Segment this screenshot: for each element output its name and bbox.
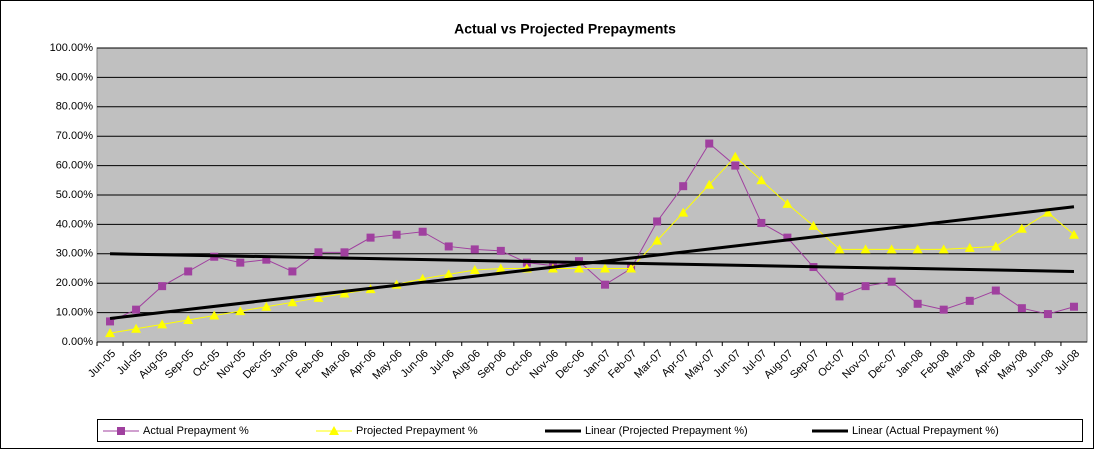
marker xyxy=(938,244,949,254)
marker xyxy=(184,267,193,276)
marker xyxy=(652,235,663,245)
marker xyxy=(887,277,896,286)
series-line xyxy=(109,156,1075,334)
marker xyxy=(261,301,272,311)
y-tick-label: 80.00% xyxy=(56,101,94,113)
marker xyxy=(757,218,766,227)
marker xyxy=(601,280,610,289)
marker xyxy=(991,286,1000,295)
marker xyxy=(443,269,454,279)
y-tick-label: 50.00% xyxy=(56,189,94,201)
marker xyxy=(731,161,740,170)
marker xyxy=(860,244,871,254)
marker xyxy=(157,319,168,329)
marker xyxy=(209,310,220,320)
marker xyxy=(105,328,116,338)
marker xyxy=(132,305,141,314)
trendline xyxy=(109,252,1075,273)
marker xyxy=(1017,304,1026,313)
marker xyxy=(886,244,897,254)
marker xyxy=(1042,207,1053,217)
marker xyxy=(1016,223,1027,233)
legend-label: Actual Prepayment % xyxy=(143,425,249,437)
marker xyxy=(990,241,1001,251)
marker xyxy=(913,299,922,308)
marker xyxy=(495,263,506,273)
marker xyxy=(782,198,793,208)
marker xyxy=(678,207,689,217)
marker xyxy=(835,292,844,301)
y-tick-label: 20.00% xyxy=(56,277,94,289)
marker xyxy=(288,267,297,276)
marker xyxy=(339,288,350,298)
y-tick-label: 60.00% xyxy=(56,160,94,172)
legend-box xyxy=(97,419,1083,442)
legend-label: Projected Prepayment % xyxy=(356,425,478,437)
marker xyxy=(1069,302,1078,311)
legend-label: Linear (Projected Prepayment %) xyxy=(585,425,748,437)
marker xyxy=(730,151,741,161)
marker xyxy=(653,217,662,226)
marker xyxy=(834,244,845,254)
marker xyxy=(418,227,427,236)
marker xyxy=(912,244,923,254)
marker xyxy=(808,220,819,230)
marker xyxy=(366,233,375,242)
marker xyxy=(1043,310,1052,319)
legend-marker xyxy=(329,426,339,435)
marker xyxy=(262,255,271,264)
marker xyxy=(939,305,948,314)
marker xyxy=(287,297,298,307)
marker xyxy=(965,296,974,305)
marker xyxy=(340,248,349,257)
marker xyxy=(469,264,480,274)
y-tick-label: 30.00% xyxy=(56,248,94,260)
marker xyxy=(158,282,167,291)
legend-label: Linear (Actual Prepayment %) xyxy=(852,425,999,437)
marker xyxy=(470,245,479,254)
marker xyxy=(861,282,870,291)
marker xyxy=(314,248,323,257)
y-tick-label: 40.00% xyxy=(56,218,94,230)
marker xyxy=(313,292,324,302)
marker xyxy=(106,317,115,326)
y-tick-label: 0.00% xyxy=(62,336,93,348)
marker xyxy=(600,263,611,273)
marker xyxy=(679,182,688,191)
legend-marker xyxy=(117,427,125,435)
marker xyxy=(444,242,453,251)
y-tick-label: 100.00% xyxy=(50,42,94,54)
y-tick-label: 10.00% xyxy=(56,307,94,319)
marker xyxy=(573,263,584,273)
marker xyxy=(626,263,637,273)
marker xyxy=(705,139,714,148)
marker xyxy=(131,323,142,333)
marker xyxy=(756,175,767,185)
marker xyxy=(1068,229,1079,239)
marker xyxy=(783,233,792,242)
marker xyxy=(704,179,715,189)
marker xyxy=(183,314,194,324)
marker xyxy=(235,306,246,316)
y-tick-label: 90.00% xyxy=(56,71,94,83)
series-line xyxy=(109,142,1075,322)
y-tick-label: 70.00% xyxy=(56,130,94,142)
chart-title: Actual vs Projected Prepayments xyxy=(454,21,676,37)
marker xyxy=(236,258,245,267)
marker xyxy=(496,246,505,255)
marker xyxy=(964,242,975,252)
marker xyxy=(392,230,401,239)
